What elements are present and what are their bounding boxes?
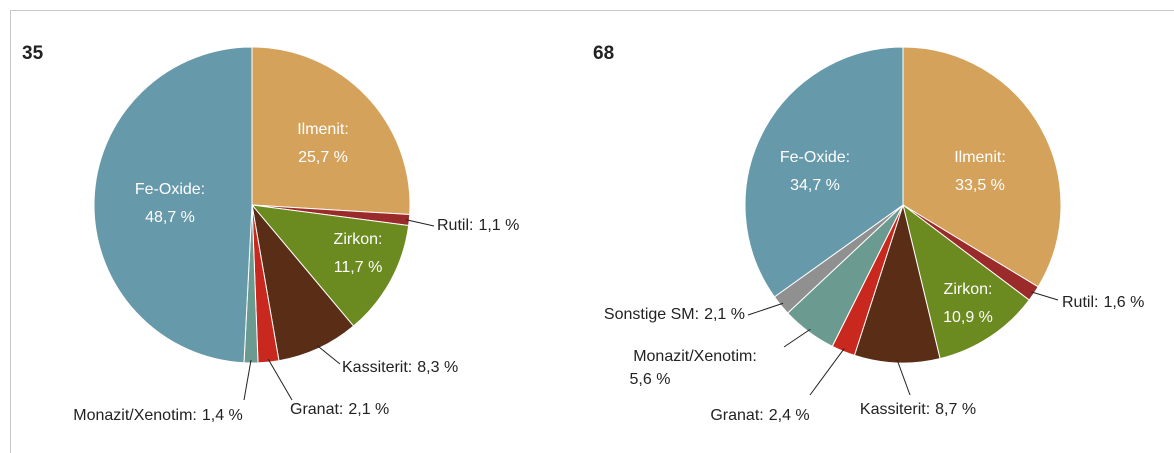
slice-label: Rutil: 1,1 % [437, 217, 519, 234]
slice-value: 10,9 % [943, 309, 993, 326]
leader-line [747, 302, 784, 316]
chart-title: 35 [22, 43, 44, 64]
pie-slice [853, 203, 941, 364]
slice-value: 8,3 % [417, 359, 458, 376]
slice-label: Kassiterit: 8,3 % [342, 359, 458, 376]
leader-line [406, 219, 435, 227]
slice-label: Granat: 2,1 % [290, 401, 389, 418]
slice-value: 5,6 % [630, 371, 671, 388]
slice-value: 33,5 % [955, 177, 1005, 194]
slice-value: 2,1 % [704, 306, 745, 323]
slice-label: Fe-Oxide: 34,7 % [780, 149, 850, 194]
slice-category: Rutil: [437, 217, 473, 234]
pie-slice [902, 46, 1062, 288]
frame [10, 10, 1174, 453]
leader-line [783, 328, 811, 348]
slice-category: Zirkon: [334, 231, 383, 248]
slice-category: Monazit/Xenotim: [633, 348, 757, 365]
slice-category: Rutil: [1062, 294, 1098, 311]
slice-label: Zirkon: 11,7 % [334, 231, 383, 276]
leader-line [243, 359, 252, 401]
slice-value: 25,7 % [298, 149, 348, 166]
pie-slice [902, 203, 1030, 360]
slice-value: 2,4 % [769, 407, 810, 424]
slice-value: 1,1 % [478, 217, 519, 234]
slice-category: Zirkon: [944, 281, 993, 298]
pie-slice [251, 46, 411, 216]
slice-value: 11,7 % [334, 259, 383, 276]
slice-category: Granat: [290, 401, 343, 418]
slice-label: Rutil: 1,6 % [1062, 294, 1144, 311]
slice-value: 34,7 % [790, 177, 840, 194]
slice-category: Ilmenit: [954, 149, 1006, 166]
slice-label: Monazit/Xenotim: 1,4 % [73, 407, 243, 424]
slice-category: Monazit/Xenotim: [73, 407, 197, 424]
leader-line [316, 345, 341, 365]
slice-label: Kassiterit: 8,7 % [860, 401, 976, 418]
slice-category: Kassiterit: [860, 401, 930, 418]
slice-label: Ilmenit: 33,5 % [954, 149, 1006, 194]
pie-slice [744, 46, 904, 298]
slice-value: 8,7 % [935, 401, 976, 418]
chart-title: 68 [593, 43, 614, 64]
leader-line [896, 359, 911, 396]
leader-line [267, 358, 293, 401]
slice-label: Zirkon: 10,9 % [943, 281, 993, 326]
slice-category: Ilmenit: [297, 121, 349, 138]
slice-value: 48,7 % [145, 209, 195, 226]
slice-value: 2,1 % [348, 401, 389, 418]
slice-value: 1,4 % [202, 407, 243, 424]
slice-category: Granat: [710, 407, 763, 424]
slice-label: Ilmenit: 25,7 % [297, 121, 349, 166]
slice-category: Kassiterit: [342, 359, 412, 376]
slice-category: Fe-Oxide: [135, 181, 205, 198]
slice-label: Monazit/Xenotim: 5,6 % [630, 348, 757, 388]
slice-label: Granat: 2,4 % [710, 407, 809, 424]
slice-category: Fe-Oxide: [780, 149, 850, 166]
slice-label: Sonstige SM: 2,1 % [604, 306, 745, 323]
slice-label: Fe-Oxide: 48,7 % [135, 181, 205, 226]
slice-value: 1,6 % [1103, 294, 1144, 311]
slice-category: Sonstige SM: [604, 306, 699, 323]
leader-line [809, 348, 845, 396]
leader-line [1031, 291, 1059, 301]
pie-slice [93, 46, 253, 364]
pie-slice [250, 204, 410, 327]
